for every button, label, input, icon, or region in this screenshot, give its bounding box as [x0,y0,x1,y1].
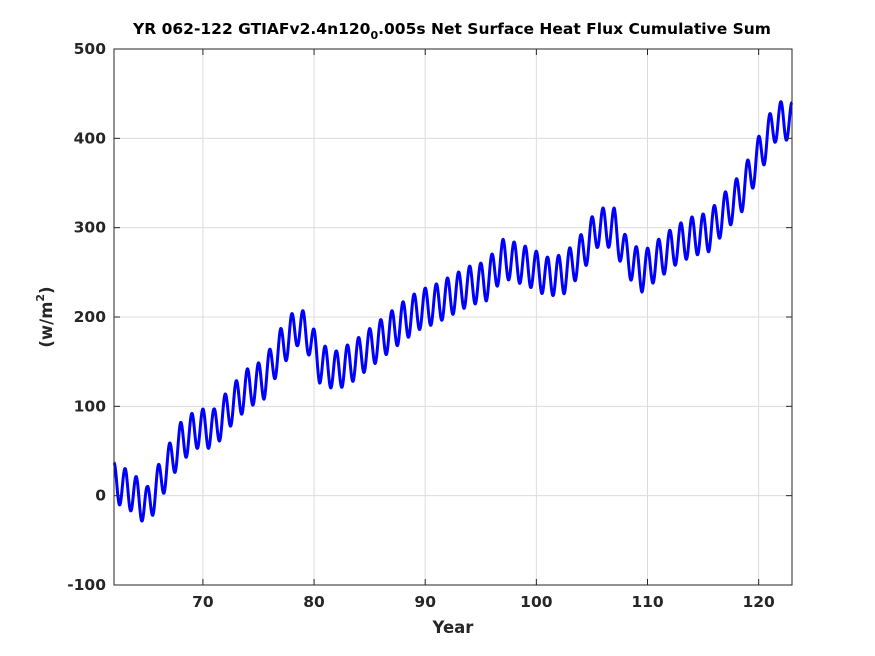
x-tick-label: 80 [303,593,325,611]
x-axis-label: Year [432,618,475,637]
x-tick-label: 120 [742,593,775,611]
series-line [112,100,794,523]
y-tick-label: 100 [74,397,107,415]
chart-title-suffix: .005s Net Surface Heat Flux Cumulative S… [378,20,771,38]
series-group [112,100,794,523]
x-tick-label: 70 [192,593,214,611]
x-tick-label: 90 [414,593,436,611]
y-tick-label: 500 [74,40,107,58]
y-tick-label: 200 [74,308,107,326]
y-tick-label: -100 [67,576,106,594]
chart-title: YR 062-122 GTIAFv2.4n1200.005s Net Surfa… [132,20,771,42]
chart-title-prefix: YR 062-122 GTIAFv2.4n120 [132,20,371,38]
chart-title-subscript: 0 [370,29,378,42]
x-tick-label: 110 [631,593,664,611]
y-tick-label: 300 [74,219,107,237]
y-tick-labels: -100 0 100 200 300 400 500 [67,40,106,594]
x-tick-label: 100 [520,593,553,611]
y-axis-label-suffix: ) [37,286,56,294]
ticks [114,48,792,586]
y-axis-label: (w/m2) [34,286,56,347]
y-axis-label-superscript: 2 [34,294,47,302]
y-tick-label: 400 [74,129,107,147]
y-axis-label-prefix: (w/m [37,302,56,348]
y-tick-label: 0 [95,487,106,505]
x-tick-labels: 70 80 90 100 110 120 [192,593,775,611]
